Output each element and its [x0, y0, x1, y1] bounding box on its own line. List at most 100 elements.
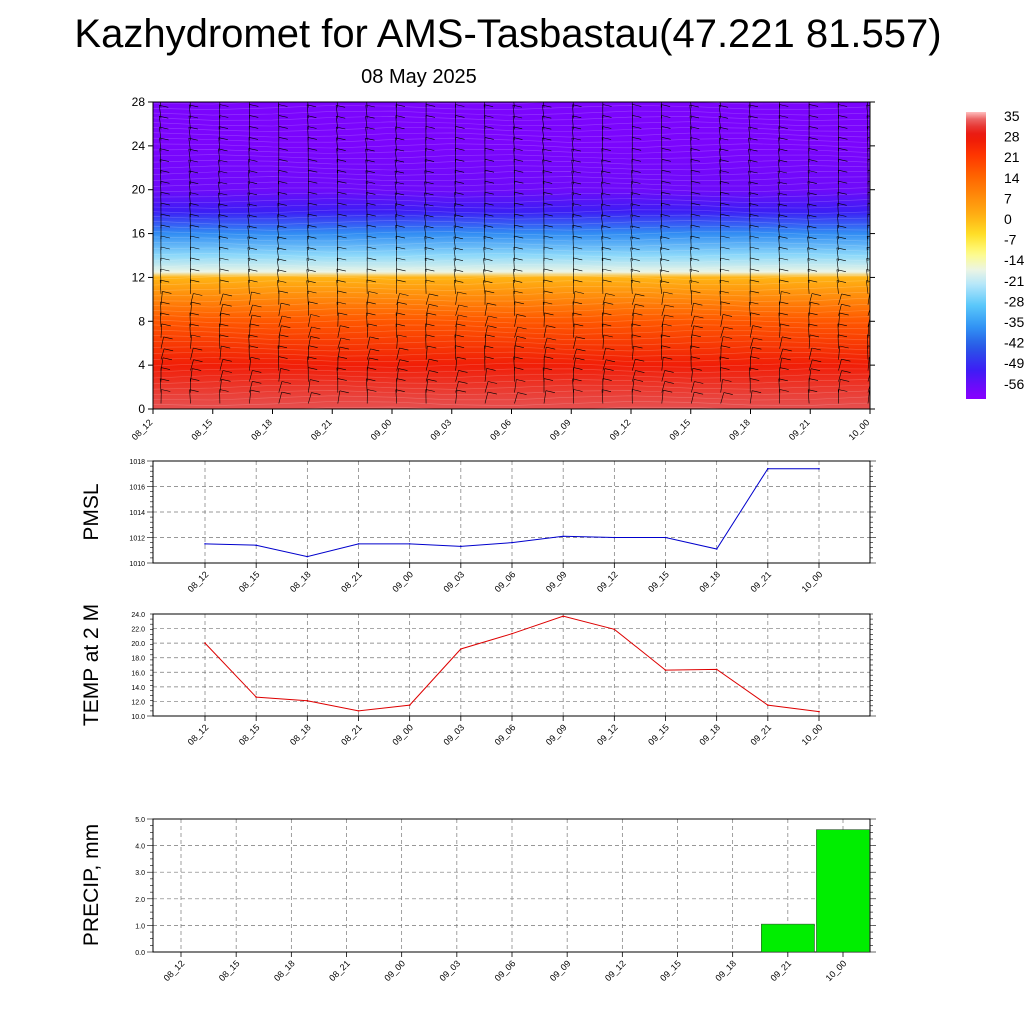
- wind-barb-flag: [307, 224, 317, 228]
- wind-barb: [631, 334, 633, 349]
- wind-barb-flag: [661, 191, 671, 195]
- wind-barb-flag: [484, 213, 494, 217]
- colorbar-label: -35: [1004, 314, 1024, 330]
- wind-barb-flag: [160, 279, 170, 283]
- wind-barb-flag: [337, 224, 347, 228]
- wind-barb-flag: [749, 235, 759, 239]
- wind-barb: [572, 115, 574, 130]
- wind-barb: [749, 214, 751, 229]
- wind-barb-flag: [867, 94, 876, 96]
- wind-barb-flag: [779, 279, 789, 283]
- wind-barb: [749, 390, 753, 404]
- wind-barb: [573, 291, 576, 305]
- wind-barb: [808, 359, 813, 371]
- wind-barb-flag: [720, 202, 730, 206]
- wind-barb-flag: [810, 368, 821, 371]
- plot-frame: [152, 613, 871, 717]
- wind-barb: [336, 367, 339, 382]
- wind-barb: [661, 357, 664, 371]
- colorbar-label: -56: [1004, 376, 1024, 392]
- y-tick-label: 12.0: [131, 699, 145, 706]
- wind-barb-flag: [336, 159, 347, 162]
- wind-barb: [572, 104, 574, 119]
- wind-barb-flag: [689, 115, 700, 119]
- wind-barb-flag: [838, 389, 848, 392]
- wind-barb: [867, 316, 870, 327]
- wind-barb-flag: [396, 246, 406, 250]
- wind-barb: [602, 347, 606, 360]
- wind-barb-flag: [164, 348, 174, 352]
- wind-barb-flag: [366, 94, 375, 96]
- wind-barb: [454, 192, 456, 207]
- y-tick-label: 3.0: [135, 870, 145, 877]
- wind-barb: [278, 102, 280, 108]
- wind-barb: [513, 258, 515, 272]
- wind-barb-flag: [248, 279, 258, 283]
- wind-barb: [308, 326, 312, 338]
- wind-barb-flag: [366, 312, 376, 316]
- wind-barb: [689, 115, 692, 130]
- data-point: [408, 543, 411, 545]
- wind-barb-flag: [367, 367, 377, 370]
- wind-barb-flag: [575, 336, 586, 340]
- wind-barb-flag: [488, 315, 498, 319]
- wind-barb-flag: [513, 246, 523, 250]
- wind-barb-flag: [719, 356, 729, 360]
- wind-barb-flag: [514, 301, 524, 305]
- wind-barbs: [159, 94, 876, 404]
- wind-barb-flag: [396, 279, 406, 283]
- wind-barb-flag: [248, 334, 258, 338]
- wind-barb-flag: [485, 290, 495, 294]
- wind-barb: [160, 181, 162, 196]
- wind-barb-flag: [248, 258, 258, 261]
- wind-barb-flag: [336, 148, 346, 151]
- wind-barb: [336, 269, 339, 283]
- contour-line: [153, 126, 870, 132]
- wind-barb-flag: [720, 367, 730, 370]
- wind-barb: [632, 346, 634, 360]
- wind-barb: [160, 102, 162, 108]
- wind-barb-flag: [723, 326, 733, 330]
- wind-barb-flag: [690, 159, 700, 162]
- y-tick-label: 20.0: [131, 641, 145, 648]
- wind-barb: [718, 137, 721, 152]
- wind-barb-flag: [632, 126, 642, 129]
- wind-barb-flag: [454, 203, 464, 206]
- wind-barb-flag: [720, 235, 730, 239]
- wind-barb-flag: [369, 357, 379, 361]
- colorbar-label: -21: [1004, 273, 1024, 289]
- wind-barb: [278, 325, 282, 338]
- wind-barb-flag: [249, 115, 259, 118]
- x-tick-label: 09_21: [748, 722, 773, 747]
- wind-barb: [337, 325, 341, 338]
- wind-barb-flag: [808, 389, 818, 392]
- wind-barb: [572, 102, 574, 108]
- wind-barb: [719, 290, 721, 305]
- wind-barb: [424, 159, 427, 174]
- wind-barb: [691, 334, 693, 349]
- wind-barb: [336, 159, 339, 174]
- y-tick-label: 28: [132, 95, 146, 109]
- wind-barb-flag: [395, 126, 405, 130]
- wind-barb-flag: [660, 214, 670, 217]
- wind-barb: [395, 323, 397, 338]
- wind-barb: [630, 203, 633, 218]
- wind-barb-flag: [749, 301, 759, 305]
- precip-panel: 0.0 1.0 2.0 3.0 4.0 5.0 08_12 08_15 08_18 08_21 09…: [80, 817, 876, 983]
- wind-barb-flag: [514, 213, 524, 217]
- wind-barb-flag: [513, 126, 523, 130]
- wind-barb-flag: [513, 137, 523, 140]
- wind-barb-flag: [778, 312, 788, 316]
- wind-barb: [749, 347, 753, 360]
- wind-barb: [455, 291, 458, 305]
- wind-barb-flag: [602, 323, 612, 327]
- wind-barb-flag: [192, 368, 202, 371]
- contour-line: [153, 329, 870, 335]
- wind-barb-flag: [719, 159, 729, 162]
- wind-barb-flag: [690, 148, 700, 151]
- wind-barb-flag: [424, 170, 434, 173]
- wind-barb: [513, 159, 515, 174]
- wind-barb: [425, 279, 427, 294]
- wind-barb-flag: [425, 257, 435, 261]
- wind-barb: [365, 116, 368, 130]
